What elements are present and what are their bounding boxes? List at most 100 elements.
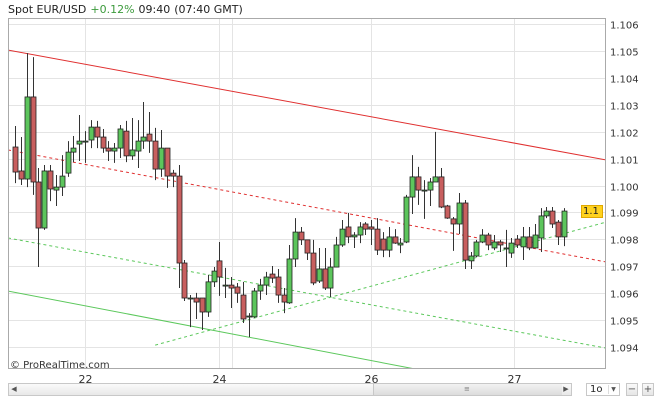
grip-icon: ≡	[464, 385, 470, 393]
candle	[152, 127, 159, 181]
candle	[415, 166, 422, 205]
candle-body-up	[222, 284, 229, 287]
scroll-right-arrow-icon[interactable]: ▶	[563, 385, 569, 393]
candle	[164, 147, 171, 188]
candle	[111, 142, 118, 163]
candle	[123, 120, 130, 163]
candle-body-down	[345, 226, 352, 238]
candle-body-down	[444, 205, 451, 219]
candle	[35, 168, 42, 268]
candle	[59, 155, 66, 196]
zoom-out-button[interactable]: −	[626, 383, 638, 396]
candle-body-up	[76, 140, 83, 145]
candle-body-down	[47, 170, 54, 190]
candle	[526, 226, 533, 251]
candle	[508, 237, 515, 258]
candle	[432, 131, 439, 183]
candle	[240, 281, 247, 324]
red-solid-trendline	[9, 49, 605, 161]
candle	[76, 114, 83, 162]
candle	[485, 232, 492, 251]
candle-body-down	[322, 268, 329, 289]
candle	[351, 232, 358, 248]
y-tick-label: 1.102	[610, 129, 639, 140]
candle-body-up	[473, 241, 480, 257]
candle-body-up	[432, 176, 439, 183]
candle-body-up	[503, 247, 510, 250]
y-tick-label: 1.094	[610, 344, 639, 355]
candle-body-up	[211, 270, 218, 283]
candle-body-up	[292, 231, 299, 260]
copyright-text: © ProRealTime.com	[10, 360, 110, 371]
candle	[65, 141, 72, 177]
candle-body-up	[129, 149, 136, 157]
candle	[327, 257, 334, 297]
candle	[228, 277, 235, 308]
time-scrollbar[interactable]: ◀ ≡ ▶	[8, 383, 572, 396]
candle-body-up	[140, 136, 147, 142]
y-tick-label: 1.106	[610, 21, 639, 32]
candle-body-up	[532, 234, 539, 249]
candle	[82, 131, 89, 163]
candle-body-down	[240, 294, 247, 320]
candle	[222, 267, 229, 299]
candle	[53, 175, 60, 206]
y-tick-label: 1.104	[610, 75, 639, 86]
candle	[298, 226, 305, 245]
timeframe-select[interactable]: 1o ▼	[586, 383, 620, 396]
candle	[176, 165, 183, 289]
scrollbar-thumb[interactable]: ≡	[373, 384, 562, 395]
candle	[374, 218, 381, 255]
candle-body-up	[88, 126, 95, 141]
candle	[479, 229, 486, 244]
candle	[47, 165, 54, 202]
candle-body-up	[508, 242, 515, 254]
candle	[555, 219, 562, 245]
candle-body-up	[41, 170, 48, 229]
candle-body-up	[263, 276, 270, 286]
y-tick-label: 1.099	[610, 209, 639, 220]
candle	[386, 226, 393, 258]
candle-body-up	[333, 244, 340, 268]
candle-body-down	[462, 202, 469, 261]
scroll-left-arrow-icon[interactable]: ◀	[11, 385, 17, 393]
candle	[380, 232, 387, 258]
candle	[362, 222, 369, 236]
green-solid-trendline	[9, 290, 413, 368]
candle	[444, 204, 451, 219]
candle-body-down	[18, 170, 25, 180]
candle	[532, 223, 539, 249]
green-dashed-trendline	[9, 237, 605, 349]
candle-body-down	[35, 181, 42, 229]
candle	[187, 295, 194, 328]
candle	[345, 212, 352, 244]
candle	[339, 219, 346, 247]
candle-body-down	[368, 226, 375, 230]
candle	[427, 177, 434, 206]
candle	[549, 207, 556, 229]
candle-body-down	[30, 96, 37, 183]
candle-body-down	[146, 133, 153, 142]
plot-area-border	[8, 18, 606, 369]
candle-body-up	[246, 315, 253, 318]
instrument-name: Spot EUR/USD	[8, 3, 87, 16]
candle-body-up	[427, 181, 434, 191]
candle-body-down	[497, 241, 504, 246]
candle-body-down	[281, 294, 288, 303]
candle	[129, 117, 136, 160]
candle-body-up	[397, 242, 404, 246]
candle-body-down	[228, 284, 235, 289]
candle-body-up	[386, 236, 393, 251]
candle-body-up	[65, 151, 72, 174]
candle	[275, 268, 282, 303]
candle	[538, 208, 545, 252]
y-tick-label: 1.105	[610, 48, 639, 59]
gmt-time: (07:40 GMT)	[174, 3, 243, 16]
candle	[322, 247, 329, 290]
zoom-in-button[interactable]: +	[642, 383, 654, 396]
candle-body-up	[205, 281, 212, 313]
candle-body-down	[100, 136, 107, 149]
candle	[41, 165, 48, 230]
candle-body-down	[170, 172, 177, 177]
